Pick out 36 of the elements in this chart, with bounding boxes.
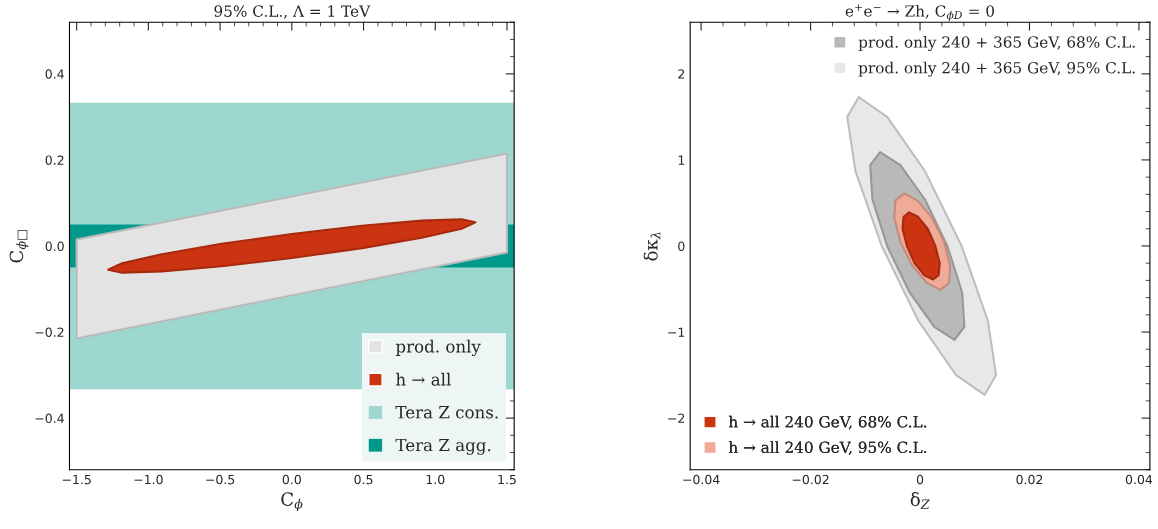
- chart-title: e$^{+}$e$^{−}$ → Zh, C$_{ϕD}$ = 0: [845, 4, 995, 22]
- x-tick-label: −0.02: [792, 474, 829, 485]
- y-tick-label: 0.4: [45, 69, 64, 79]
- legend-label: h → all 240 GeV, 95% C.L.: [728, 441, 927, 455]
- legend-label: prod. only 240 + 365 GeV, 95% C.L.: [858, 61, 1135, 77]
- x-tick-label: 0.0: [282, 474, 301, 485]
- x-tick-label: 1.0: [426, 474, 445, 485]
- y-axis-title: δκ$_{λ}$: [643, 232, 661, 261]
- y-tick-label: −1: [668, 327, 685, 337]
- y-tick-label: 1: [678, 155, 685, 165]
- x-tick-label: −1.0: [134, 474, 163, 485]
- x-tick-label: 1.5: [498, 475, 516, 485]
- x-tick-label: 0.02: [1016, 474, 1043, 485]
- y-tick-label: 0.2: [45, 155, 64, 165]
- x-tick-label: 0.04: [1125, 474, 1153, 485]
- x-axis-title: δ$_{Z}$: [910, 492, 930, 509]
- legend-label: h → all 240 GeV, 68% C.L.: [728, 415, 927, 430]
- y-tick-label: −0.2: [35, 327, 64, 337]
- x-tick-label: 0: [916, 474, 924, 485]
- y-tick-label: 0.0: [45, 241, 64, 251]
- legend-label: prod. only: [395, 339, 481, 357]
- legend-label: prod. only 240 + 365 GeV, 68% C.L.: [858, 35, 1135, 51]
- x-axis-title: C$_{ϕ}$: [281, 492, 303, 512]
- legend-label: h → all: [396, 372, 451, 386]
- y-tick-label: −2: [668, 413, 685, 423]
- x-tick-label: −0.04: [683, 474, 720, 485]
- y-tick-label: −0.4: [35, 413, 64, 424]
- y-axis-title: C$_{ϕ□}$: [9, 230, 29, 263]
- y-tick-label: 2: [678, 69, 685, 79]
- chart-title: 95% C.L., Λ = 1 TeV: [214, 5, 371, 19]
- x-tick-label: 0.5: [354, 474, 373, 485]
- legend-label: Tera Z cons.: [395, 406, 498, 419]
- x-tick-label: −0.5: [206, 474, 235, 485]
- legend-label: Tera Z agg.: [395, 438, 491, 455]
- y-tick-label: 0: [678, 241, 685, 251]
- x-tick-label: −1.5: [62, 475, 91, 485]
